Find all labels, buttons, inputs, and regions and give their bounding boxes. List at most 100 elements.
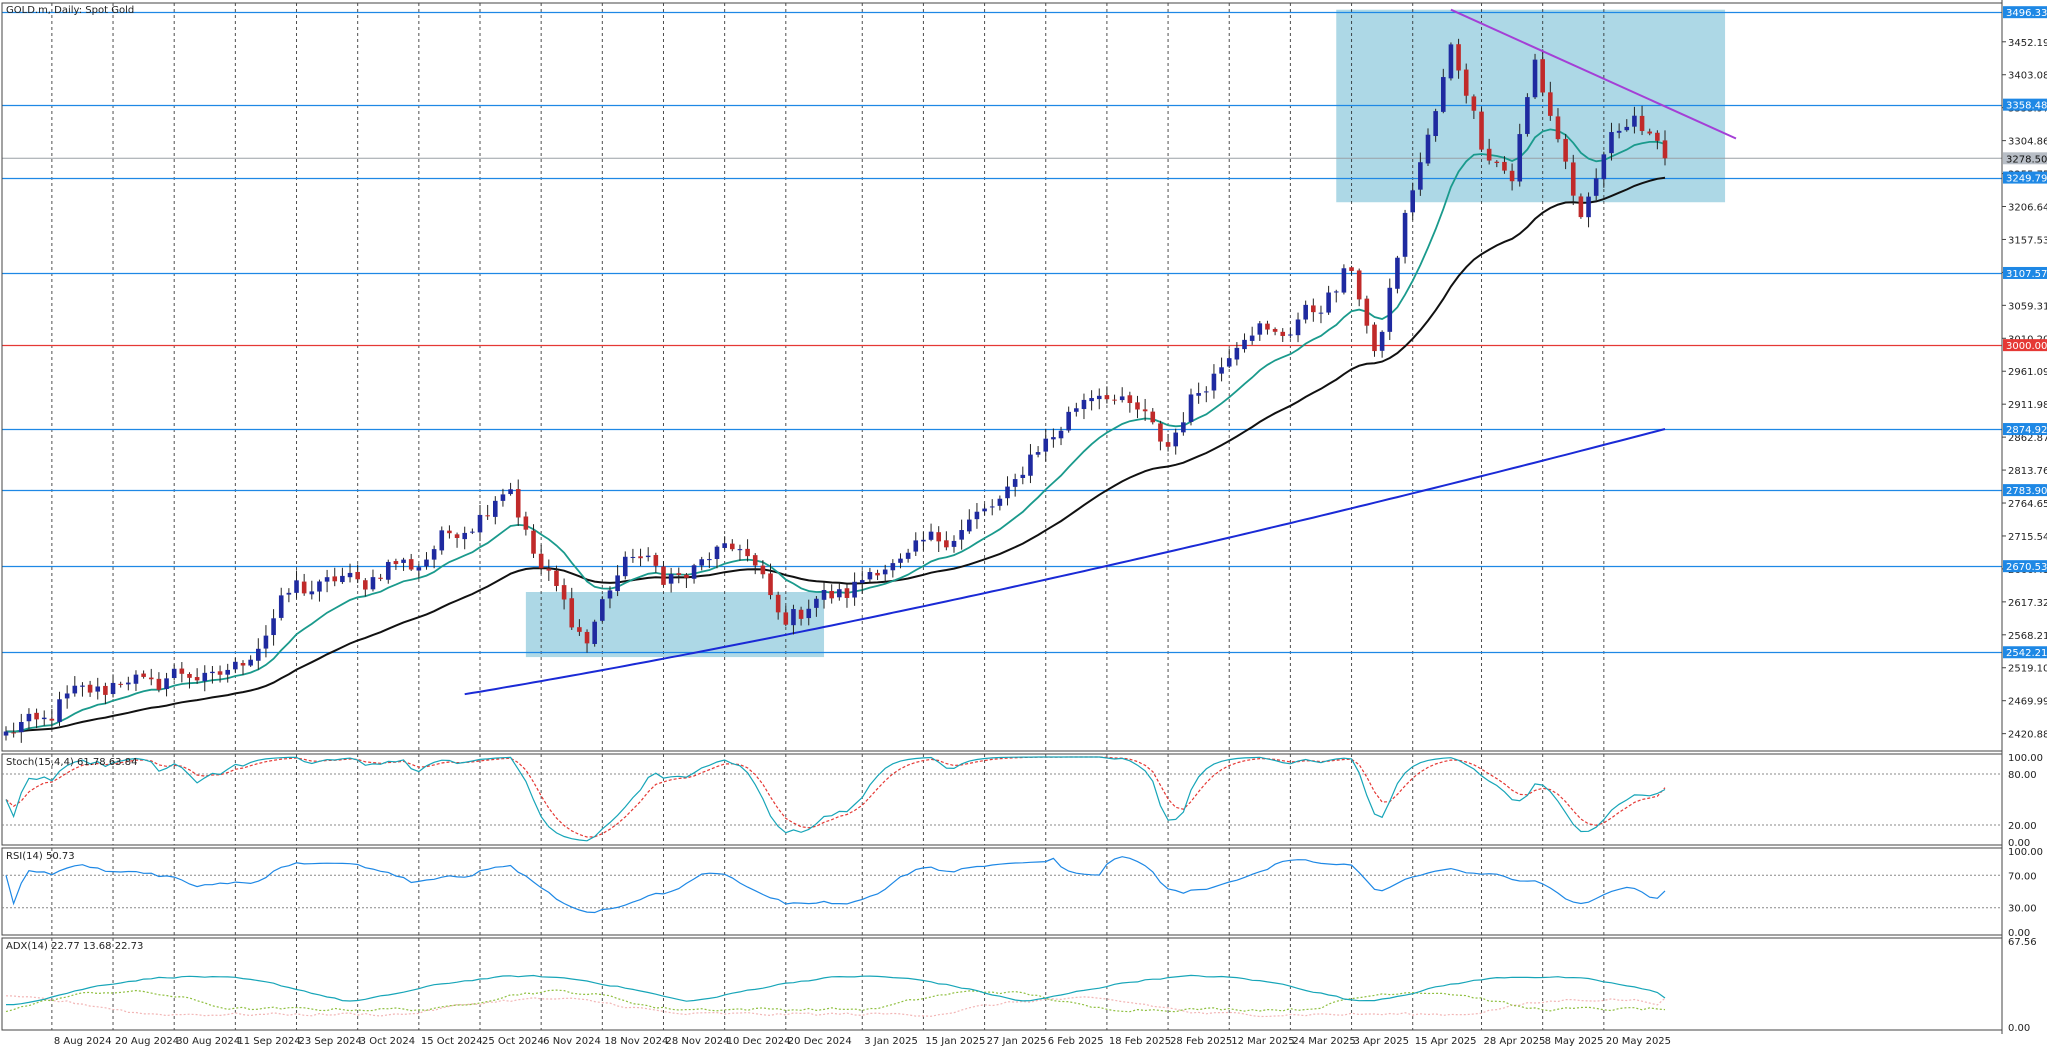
candle[interactable] <box>707 552 712 569</box>
candle[interactable] <box>164 672 169 697</box>
candle[interactable] <box>844 584 850 608</box>
candle[interactable] <box>600 596 605 623</box>
candle[interactable] <box>982 503 987 516</box>
candle[interactable] <box>1219 357 1224 382</box>
candle[interactable] <box>477 504 483 542</box>
candle[interactable] <box>1341 264 1347 295</box>
candle[interactable] <box>393 558 399 570</box>
candle[interactable] <box>1448 42 1454 81</box>
candle[interactable] <box>1509 163 1515 191</box>
candle[interactable] <box>829 584 834 604</box>
candle[interactable] <box>951 535 957 553</box>
candle[interactable] <box>966 509 972 534</box>
candle[interactable] <box>837 582 842 601</box>
candle[interactable] <box>363 578 368 597</box>
candle[interactable] <box>531 524 536 558</box>
candle[interactable] <box>233 657 238 674</box>
candle[interactable] <box>500 488 506 507</box>
candle[interactable] <box>1318 305 1324 324</box>
candle[interactable] <box>240 660 246 675</box>
candle[interactable] <box>752 553 758 575</box>
trendline[interactable] <box>1450 8 1737 140</box>
candle[interactable] <box>523 511 529 536</box>
candle[interactable] <box>408 553 414 572</box>
candle[interactable] <box>1647 128 1653 136</box>
candle[interactable] <box>1242 333 1247 353</box>
candle[interactable] <box>462 526 468 550</box>
candle[interactable] <box>179 662 185 683</box>
candle[interactable] <box>913 532 919 556</box>
candle[interactable] <box>959 519 964 550</box>
candle[interactable] <box>1249 326 1255 345</box>
candle[interactable] <box>592 619 597 647</box>
candle[interactable] <box>1570 154 1576 206</box>
candle[interactable] <box>630 548 636 563</box>
candle[interactable] <box>1058 426 1064 446</box>
candle[interactable] <box>989 499 995 516</box>
candle[interactable] <box>898 553 903 569</box>
candle[interactable] <box>103 682 108 705</box>
candle[interactable] <box>1142 398 1148 421</box>
candle[interactable] <box>1364 295 1370 334</box>
candle[interactable] <box>1303 300 1308 324</box>
candle[interactable] <box>1173 428 1179 455</box>
candle[interactable] <box>921 532 926 551</box>
candle[interactable] <box>148 668 154 686</box>
candle[interactable] <box>470 528 475 535</box>
candle[interactable] <box>301 573 307 596</box>
candle[interactable] <box>1379 330 1385 358</box>
candle[interactable] <box>416 563 422 579</box>
candle[interactable] <box>508 482 513 496</box>
candle[interactable] <box>126 676 131 691</box>
candle[interactable] <box>768 563 773 600</box>
candle[interactable] <box>821 582 827 609</box>
candle[interactable] <box>72 676 78 697</box>
candle[interactable] <box>278 587 284 621</box>
candle[interactable] <box>1349 265 1354 276</box>
candle[interactable] <box>814 596 819 617</box>
candle[interactable] <box>1548 81 1553 121</box>
candle[interactable] <box>775 591 781 620</box>
candle[interactable] <box>538 544 544 575</box>
candle[interactable] <box>317 579 322 602</box>
candle[interactable] <box>1662 130 1668 166</box>
candle[interactable] <box>645 547 651 562</box>
candle[interactable] <box>714 545 720 569</box>
candle[interactable] <box>309 580 315 600</box>
candle[interactable] <box>699 556 705 571</box>
candle[interactable] <box>439 526 445 555</box>
candle[interactable] <box>324 569 330 593</box>
candle[interactable] <box>890 559 896 578</box>
candle[interactable] <box>928 523 934 542</box>
candle[interactable] <box>1188 388 1194 426</box>
candle[interactable] <box>1074 402 1079 417</box>
candle[interactable] <box>378 573 383 582</box>
candle[interactable] <box>194 668 200 684</box>
candle[interactable] <box>561 578 567 610</box>
candle[interactable] <box>806 599 812 626</box>
candle[interactable] <box>1257 320 1263 341</box>
candle[interactable] <box>1563 134 1568 170</box>
candle[interactable] <box>729 539 735 552</box>
candle[interactable] <box>798 606 804 626</box>
candle[interactable] <box>485 504 490 520</box>
candle[interactable] <box>791 604 796 635</box>
candle[interactable] <box>110 674 116 698</box>
candle[interactable] <box>936 526 942 553</box>
candle[interactable] <box>1028 444 1033 484</box>
candle[interactable] <box>1280 328 1286 343</box>
candle[interactable] <box>745 539 750 562</box>
candle[interactable] <box>1096 388 1102 410</box>
candle[interactable] <box>875 569 880 581</box>
candle[interactable] <box>1463 63 1469 104</box>
candle[interactable] <box>1288 328 1293 339</box>
candle[interactable] <box>340 567 345 584</box>
candle[interactable] <box>852 572 857 606</box>
candle[interactable] <box>156 672 162 693</box>
candle[interactable] <box>653 552 659 573</box>
candle[interactable] <box>202 665 208 692</box>
candle[interactable] <box>1433 108 1438 142</box>
candle[interactable] <box>57 691 62 726</box>
